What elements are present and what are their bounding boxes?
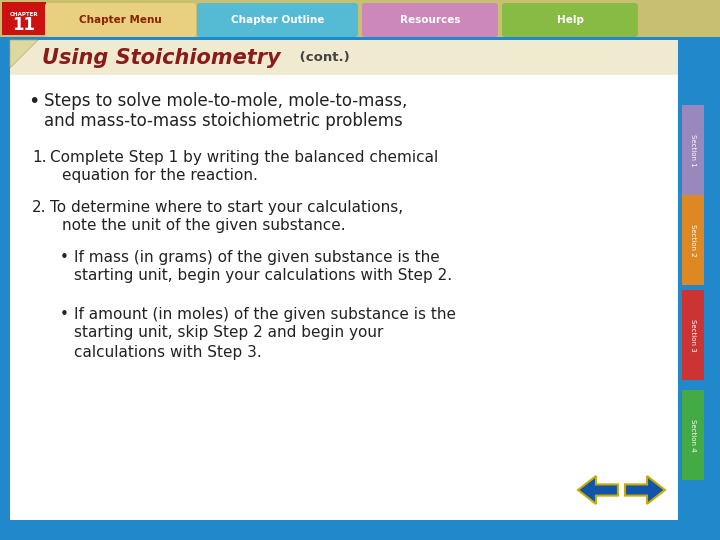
FancyBboxPatch shape (197, 3, 358, 37)
Text: Using Stoichiometry: Using Stoichiometry (42, 48, 281, 68)
Text: (cont.): (cont.) (295, 51, 350, 64)
FancyBboxPatch shape (45, 3, 196, 37)
Text: Chapter Menu: Chapter Menu (79, 15, 162, 25)
Text: equation for the reaction.: equation for the reaction. (62, 168, 258, 183)
Bar (682, 290, 704, 380)
Text: 2.: 2. (32, 200, 47, 215)
Text: Section 3: Section 3 (690, 319, 696, 352)
Bar (682, 390, 704, 480)
Text: •: • (60, 250, 69, 265)
Text: Section 4: Section 4 (690, 418, 696, 451)
Bar (0, 0, 720, 37)
FancyBboxPatch shape (502, 3, 638, 37)
Bar (10, 40, 678, 75)
Bar (682, 195, 704, 285)
Text: Resources: Resources (400, 15, 460, 25)
Polygon shape (10, 40, 38, 68)
Polygon shape (578, 476, 618, 504)
Bar (2, 2, 46, 35)
Bar (682, 105, 704, 195)
Text: Complete Step 1 by writing the balanced chemical: Complete Step 1 by writing the balanced … (50, 150, 438, 165)
Text: To determine where to start your calculations,: To determine where to start your calcula… (50, 200, 403, 215)
Text: •: • (28, 92, 40, 111)
Text: Section 1: Section 1 (690, 133, 696, 166)
Text: If amount (in moles) of the given substance is the: If amount (in moles) of the given substa… (74, 307, 456, 322)
Text: and mass-to-mass stoichiometric problems: and mass-to-mass stoichiometric problems (44, 112, 402, 130)
Text: calculations with Step 3.: calculations with Step 3. (74, 345, 262, 360)
Text: starting unit, begin your calculations with Step 2.: starting unit, begin your calculations w… (74, 268, 452, 283)
Text: note the unit of the given substance.: note the unit of the given substance. (62, 218, 346, 233)
Bar (8, 38, 680, 522)
Text: 1.: 1. (32, 150, 47, 165)
Text: Help: Help (557, 15, 583, 25)
Text: •: • (60, 307, 69, 322)
Text: starting unit, skip Step 2 and begin your: starting unit, skip Step 2 and begin you… (74, 325, 383, 340)
Bar (10, 40, 678, 520)
Text: Steps to solve mole-to-mole, mole-to-mass,: Steps to solve mole-to-mole, mole-to-mas… (44, 92, 408, 110)
Polygon shape (625, 476, 665, 504)
Text: CHAPTER: CHAPTER (9, 11, 38, 17)
FancyBboxPatch shape (362, 3, 498, 37)
Text: Chapter Outline: Chapter Outline (231, 15, 324, 25)
Text: 11: 11 (12, 16, 35, 34)
Text: Section 2: Section 2 (690, 224, 696, 256)
Text: If mass (in grams) of the given substance is the: If mass (in grams) of the given substanc… (74, 250, 440, 265)
